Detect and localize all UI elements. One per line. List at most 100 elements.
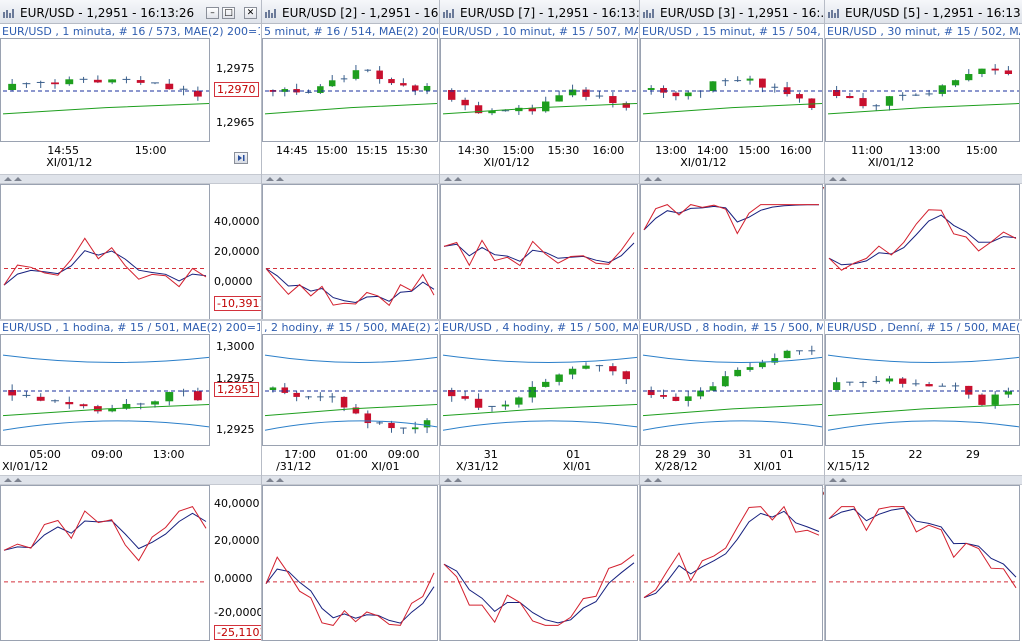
window-titlebar[interactable]: EUR/USD [5] - 1,2951 - 16:13...: [825, 0, 1022, 24]
splitter-arrow-icon[interactable]: [829, 478, 837, 482]
pane-splitter[interactable]: [825, 475, 1022, 485]
splitter-arrow-icon[interactable]: [266, 478, 274, 482]
splitter-arrow-icon[interactable]: [839, 177, 847, 181]
splitter-arrow-icon[interactable]: [266, 177, 274, 181]
bollinger-upper-band: [264, 354, 438, 363]
splitter-arrow-icon[interactable]: [276, 478, 284, 482]
minimize-icon[interactable]: –: [206, 7, 219, 19]
window-titlebar[interactable]: EUR/USD - 1,2951 - 16:13:26– □ ✕: [0, 0, 262, 24]
pane-splitter[interactable]: [825, 174, 1022, 184]
chart-window[interactable]: EUR/USD [3] - 1,2951 - 16:... EUR/USD , 1…: [640, 0, 832, 320]
smi-signal-line: [3, 250, 207, 286]
smi-oscillator-chart[interactable]: [440, 184, 638, 320]
splitter-arrow-icon[interactable]: [654, 478, 662, 482]
splitter-arrow-icon[interactable]: [444, 177, 452, 181]
candlestick: [978, 393, 986, 406]
splitter-arrow-icon[interactable]: [644, 177, 652, 181]
pane-splitter[interactable]: [440, 174, 640, 184]
current-price-marker: 1,2970: [214, 82, 259, 97]
price-chart[interactable]: [640, 334, 823, 446]
chart-window[interactable]: EUR/USD , 1 hodina, # 15 / 501, MAE(2) 2…: [0, 320, 270, 641]
chart-window[interactable]: EUR/USD [7] - 1,2951 - 16:13:... EUR/USD …: [440, 0, 651, 320]
mae-line: [264, 102, 438, 115]
smi-oscillator-chart[interactable]: [0, 184, 210, 320]
time-axis-label: 31: [738, 448, 753, 461]
pane-splitter[interactable]: [262, 174, 440, 184]
splitter-arrow-icon[interactable]: [839, 478, 847, 482]
time-axis-label: 14:45: [276, 144, 308, 157]
candlestick: [515, 105, 523, 115]
candlestick: [771, 83, 779, 93]
close-icon[interactable]: ✕: [244, 7, 257, 19]
smi-oscillator-chart[interactable]: [825, 184, 1020, 320]
splitter-arrow-icon[interactable]: [444, 478, 452, 482]
price-chart[interactable]: [440, 334, 638, 446]
candlestick: [783, 81, 791, 97]
candlestick: [912, 379, 920, 387]
smi-oscillator-chart[interactable]: [640, 485, 823, 641]
time-axis-label: 17:00: [284, 448, 316, 461]
candlestick: [660, 389, 667, 399]
price-chart[interactable]: [0, 334, 210, 446]
splitter-arrow-icon[interactable]: [829, 177, 837, 181]
price-chart[interactable]: [640, 38, 823, 142]
smi-signal-line: [643, 204, 820, 231]
candlestick: [978, 68, 986, 78]
window-titlebar[interactable]: EUR/USD [2] - 1,2951 - 16:13:26 01...: [262, 0, 508, 24]
window-titlebar[interactable]: EUR/USD [3] - 1,2951 - 16:...: [640, 0, 832, 24]
smi-oscillator-chart[interactable]: [0, 485, 210, 641]
splitter-arrow-icon[interactable]: [14, 478, 22, 482]
splitter-arrow-icon[interactable]: [644, 478, 652, 482]
pane-splitter[interactable]: [0, 475, 262, 485]
candlestick: [684, 390, 692, 407]
pane-splitter[interactable]: [0, 174, 262, 184]
splitter-arrow-icon[interactable]: [14, 177, 22, 181]
candlestick: [108, 79, 117, 85]
candlestick: [388, 420, 395, 433]
chart-window[interactable]: EUR/USD [2] - 1,2951 - 16:13:26 01... 5 m…: [262, 0, 508, 320]
price-chart[interactable]: [0, 38, 210, 142]
price-chart[interactable]: [440, 38, 638, 142]
candlestick: [672, 393, 680, 402]
candlestick: [193, 387, 202, 401]
splitter-arrow-icon[interactable]: [454, 177, 462, 181]
candlestick: [568, 366, 577, 380]
smi-signal-line: [643, 510, 820, 599]
maximize-icon[interactable]: □: [222, 7, 235, 19]
price-chart[interactable]: [262, 334, 438, 446]
pane-splitter[interactable]: [262, 475, 440, 485]
smi-oscillator-chart[interactable]: [262, 184, 438, 320]
candlestick: [528, 104, 536, 115]
pane-splitter[interactable]: [440, 475, 640, 485]
splitter-arrow-icon[interactable]: [654, 177, 662, 181]
row-divider[interactable]: [0, 319, 1022, 321]
window-titlebar[interactable]: EUR/USD [7] - 1,2951 - 16:13:...: [440, 0, 651, 24]
chart-window[interactable]: EUR/USD , 4 hodiny, # 15 / 500, MAE(2) 31…: [440, 320, 640, 641]
chart-window[interactable]: EUR/USD [5] - 1,2951 - 16:13... EUR/USD ,…: [825, 0, 1022, 320]
oscillator-axis-label: 0,0000: [214, 571, 253, 585]
chart-window[interactable]: EUR/USD , 8 hodin, # 15 / 500, MAE(2) 28 …: [640, 320, 832, 641]
smi-oscillator-chart[interactable]: [640, 184, 823, 320]
scroll-to-end-icon[interactable]: [234, 152, 248, 164]
splitter-arrow-icon[interactable]: [4, 478, 12, 482]
splitter-arrow-icon[interactable]: [454, 478, 462, 482]
smi-oscillator-chart[interactable]: [440, 485, 638, 641]
smi-oscillator-chart[interactable]: [262, 485, 438, 641]
candlestick: [51, 79, 59, 89]
chart-window[interactable]: EUR/USD - 1,2951 - 16:13:26– □ ✕ EUR/USD , …: [0, 0, 270, 320]
pane-splitter[interactable]: [640, 475, 825, 485]
splitter-arrow-icon[interactable]: [4, 177, 12, 181]
candlestick: [151, 82, 159, 85]
price-chart[interactable]: [825, 334, 1020, 446]
pane-splitter[interactable]: [640, 174, 825, 184]
chart-window[interactable]: , 2 hodiny, # 15 / 500, MAE(2) 200= 17:00…: [262, 320, 440, 641]
chart-window[interactable]: EUR/USD , Denní, # 15 / 500, MAE(2) 15 22 2…: [825, 320, 1022, 641]
candlestick: [965, 69, 973, 82]
smi-oscillator-chart[interactable]: [825, 485, 1020, 641]
time-axis-label: 28 29: [655, 448, 687, 461]
price-chart-header: EUR/USD , 8 hodin, # 15 / 500, MAE(2): [642, 321, 823, 334]
candlestick: [293, 391, 300, 402]
price-chart[interactable]: [262, 38, 438, 142]
splitter-arrow-icon[interactable]: [276, 177, 284, 181]
price-chart[interactable]: [825, 38, 1020, 142]
